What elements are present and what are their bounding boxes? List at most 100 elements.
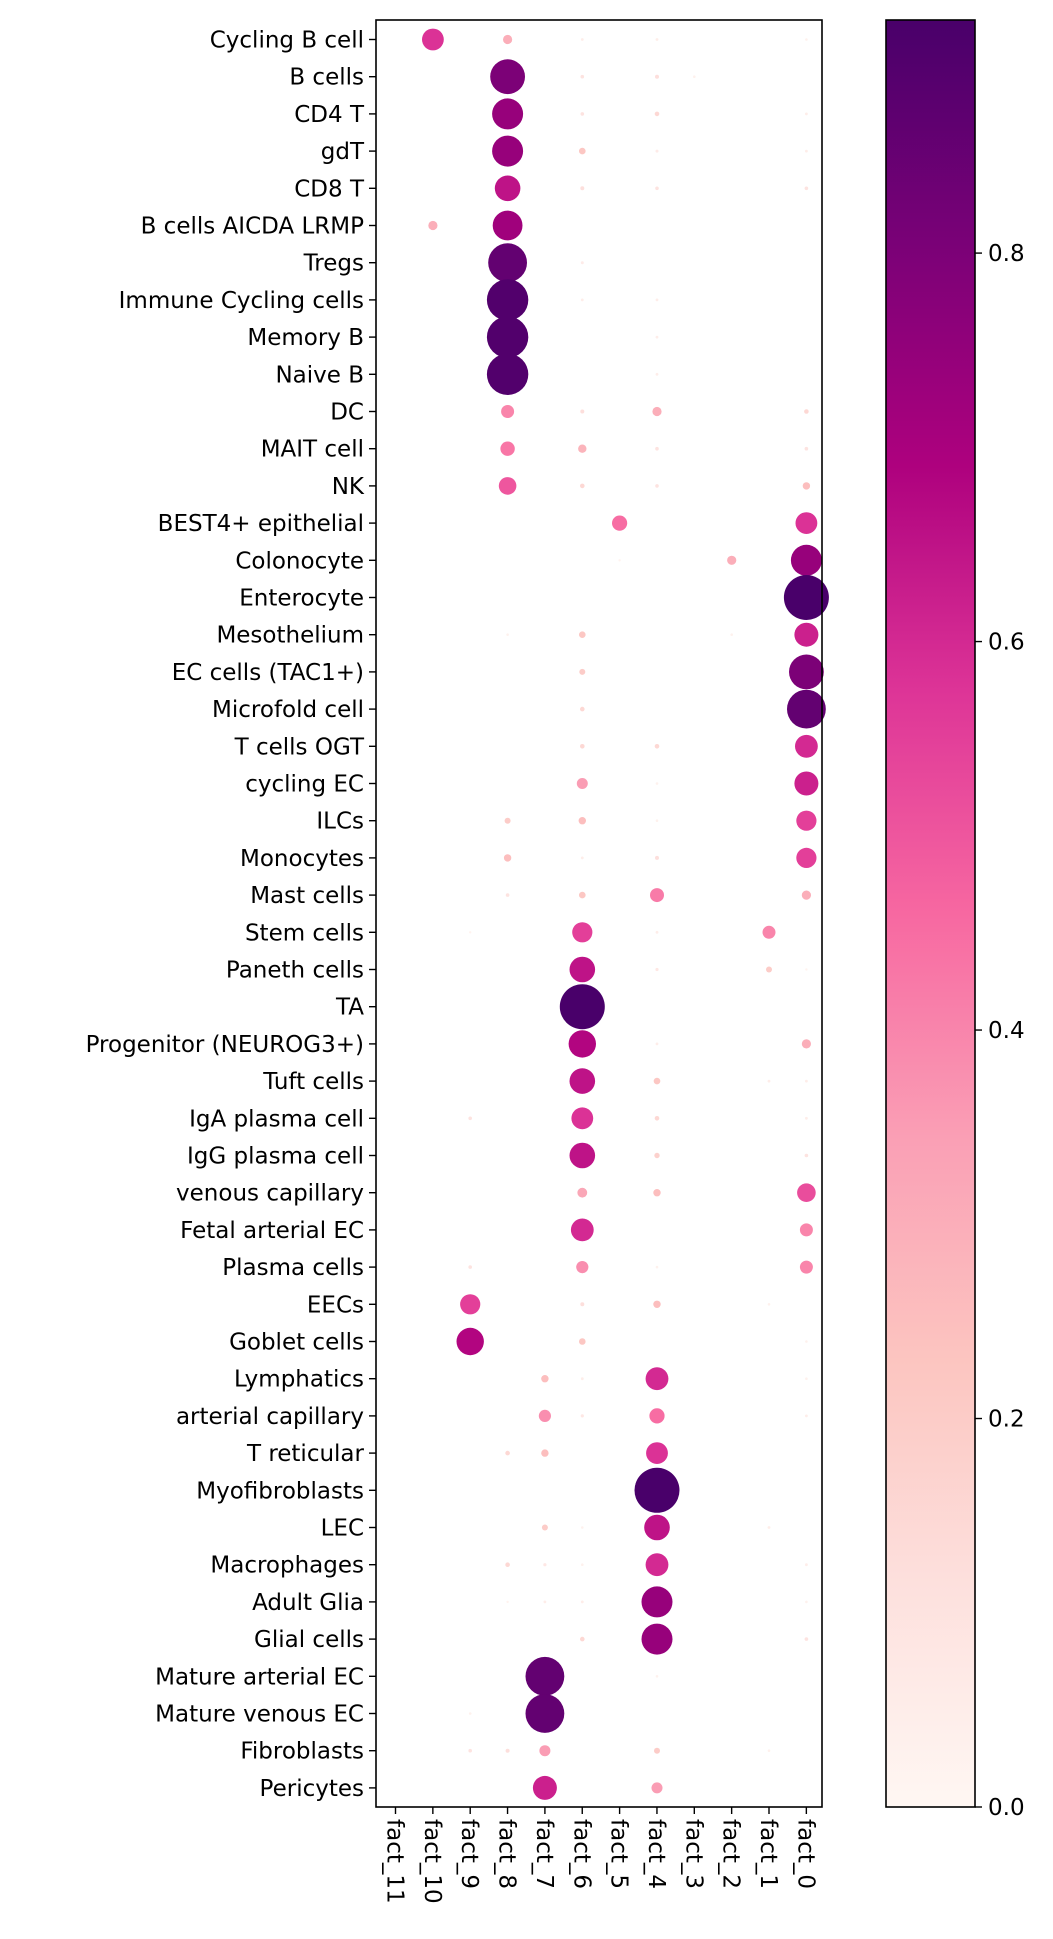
dot-33-11 bbox=[799, 1260, 813, 1274]
dot-36-5 bbox=[580, 1377, 584, 1381]
colorbar-tick-label: 0.0 bbox=[988, 1795, 1025, 1821]
dot-10-7 bbox=[652, 406, 662, 417]
dot-23-3 bbox=[505, 893, 510, 897]
x-tick-label: fact_1 bbox=[755, 1819, 781, 1889]
dot-46-2 bbox=[468, 1748, 473, 1753]
dot-7-5 bbox=[580, 298, 584, 302]
dot-2-5 bbox=[580, 112, 585, 116]
x-tick-label: fact_0 bbox=[792, 1819, 818, 1889]
dot-25-10 bbox=[766, 966, 772, 973]
dot-41-7 bbox=[645, 1553, 669, 1577]
dot-42-11 bbox=[805, 1600, 808, 1604]
y-tick-label: Progenitor (NEUROG3+) bbox=[86, 1032, 364, 1058]
x-tick-label: fact_4 bbox=[643, 1819, 669, 1889]
y-tick-label: T reticular bbox=[246, 1441, 365, 1467]
dot-32-11 bbox=[799, 1223, 813, 1237]
dot-29-2 bbox=[468, 1116, 473, 1121]
y-tick-label: T cells OGT bbox=[234, 734, 365, 760]
y-tick-label: CD4 T bbox=[294, 102, 365, 128]
x-tick-label: fact_8 bbox=[494, 1819, 520, 1889]
x-tick-label: fact_10 bbox=[419, 1819, 445, 1904]
dot-43-7 bbox=[641, 1623, 673, 1655]
dot-29-11 bbox=[805, 1116, 808, 1120]
dot-46-3 bbox=[505, 1748, 510, 1753]
y-tick-label: CD8 T bbox=[294, 176, 365, 202]
dot-20-11 bbox=[794, 771, 819, 796]
dot-2-11 bbox=[805, 112, 808, 116]
dot-28-7 bbox=[653, 1077, 661, 1085]
dot-37-7 bbox=[649, 1408, 665, 1424]
dot-34-2 bbox=[460, 1294, 481, 1315]
dot-28-11 bbox=[805, 1079, 808, 1083]
y-tick-label: Cycling B cell bbox=[210, 28, 364, 54]
dot-6-3 bbox=[488, 243, 527, 283]
dot-22-3 bbox=[503, 854, 512, 862]
x-tick-label: fact_7 bbox=[531, 1819, 557, 1889]
dot-44-4 bbox=[525, 1656, 565, 1696]
y-tick-label: Pericytes bbox=[260, 1776, 364, 1802]
y-tick-label: Tuft cells bbox=[262, 1069, 364, 1095]
dot-47-7 bbox=[651, 1782, 663, 1794]
dot-23-11 bbox=[801, 890, 812, 900]
dot-19-5 bbox=[580, 744, 585, 749]
y-tick-label: Colonocyte bbox=[235, 548, 364, 574]
y-tick-label: Immune Cycling cells bbox=[119, 288, 364, 314]
dot-1-3 bbox=[490, 59, 525, 95]
dot-33-5 bbox=[576, 1261, 589, 1274]
dot-42-7 bbox=[641, 1586, 673, 1618]
y-tick-label: ILCs bbox=[316, 809, 364, 835]
y-tick-label: Mast cells bbox=[250, 883, 364, 909]
colorbar-tick-label: 0.8 bbox=[988, 241, 1025, 267]
dot-12-7 bbox=[655, 484, 659, 488]
dot-10-3 bbox=[501, 405, 515, 418]
dot-21-3 bbox=[504, 817, 511, 824]
y-axis: Cycling B cell B cells CD4 T gdT CD8 T B cell… bbox=[86, 28, 376, 1802]
dot-15-11 bbox=[783, 575, 829, 620]
y-tick-label: Paneth cells bbox=[226, 958, 364, 984]
x-tick-label: fact_9 bbox=[456, 1819, 482, 1889]
dot-22-11 bbox=[796, 847, 817, 869]
y-tick-label: Mesothelium bbox=[216, 623, 364, 649]
dot-25-11 bbox=[805, 968, 808, 971]
dot-5-1 bbox=[428, 220, 438, 231]
y-tick-label: DC bbox=[330, 400, 364, 426]
y-tick-label: EECs bbox=[307, 1292, 364, 1318]
dot-4-7 bbox=[655, 186, 659, 191]
dot-46-7 bbox=[654, 1747, 660, 1754]
dot-14-9 bbox=[727, 555, 737, 565]
dot-11-11 bbox=[804, 446, 809, 451]
y-tick-label: B cells bbox=[289, 65, 364, 91]
dot-37-4 bbox=[538, 1409, 552, 1422]
dot-30-7 bbox=[654, 1152, 660, 1159]
dot-16-3 bbox=[506, 633, 509, 636]
dot-19-7 bbox=[654, 744, 660, 749]
dot-0-7 bbox=[655, 38, 659, 41]
y-tick-label: Mature arterial EC bbox=[155, 1664, 364, 1690]
y-tick-label: Microfold cell bbox=[212, 697, 364, 723]
dot-1-7 bbox=[655, 74, 659, 79]
dot-3-5 bbox=[579, 147, 586, 155]
y-tick-label: BEST4+ epithelial bbox=[158, 511, 364, 537]
dot-9-7 bbox=[655, 372, 659, 376]
y-tick-label: IgG plasma cell bbox=[187, 1144, 364, 1170]
dot-0-3 bbox=[503, 34, 513, 45]
y-tick-label: MAIT cell bbox=[261, 437, 364, 463]
dot-3-11 bbox=[805, 149, 808, 153]
y-tick-label: Fetal arterial EC bbox=[180, 1218, 364, 1244]
dot-16-9 bbox=[730, 633, 733, 636]
dot-8-7 bbox=[655, 335, 659, 339]
y-tick-label: Myofibroblasts bbox=[196, 1478, 364, 1504]
dot-6-5 bbox=[580, 261, 584, 265]
y-tick-label: arterial capillary bbox=[176, 1404, 364, 1430]
dot-43-5 bbox=[580, 1636, 585, 1642]
colorbar: 0.0 0.2 0.4 0.6 0.8 bbox=[885, 19, 1025, 1821]
dot-0-11 bbox=[805, 38, 808, 41]
dot-7-3 bbox=[486, 279, 529, 321]
dot-41-4 bbox=[543, 1563, 547, 1567]
dot-40-5 bbox=[581, 1526, 584, 1529]
dot-25-7 bbox=[655, 967, 659, 972]
dot-1-5 bbox=[580, 74, 585, 79]
dot-46-4 bbox=[539, 1745, 551, 1757]
dot-25-5 bbox=[569, 956, 596, 983]
dot-36-11 bbox=[805, 1377, 808, 1380]
